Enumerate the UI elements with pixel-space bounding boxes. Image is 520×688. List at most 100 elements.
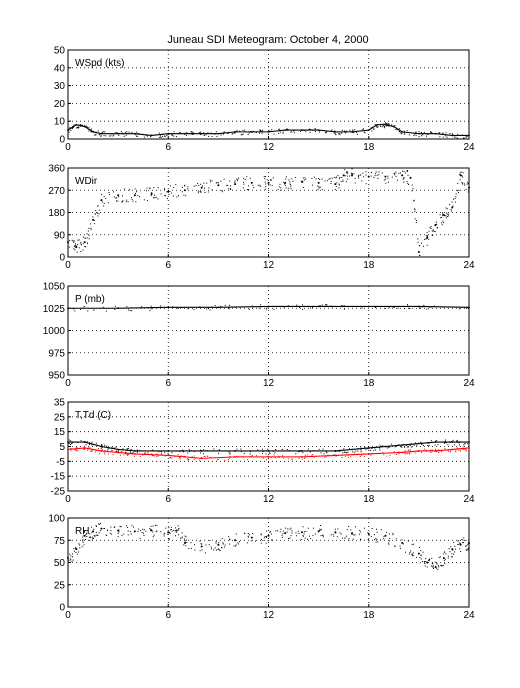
series-texture (172, 306, 174, 308)
series-texture (90, 228, 92, 230)
y-tick-label: 30 (54, 81, 66, 92)
series-texture (236, 130, 238, 132)
data-point (234, 130, 236, 133)
series-texture (127, 534, 129, 536)
series-texture (290, 131, 292, 133)
series-texture (251, 305, 253, 307)
series-texture (342, 179, 344, 181)
series-texture (105, 534, 107, 536)
series-texture (199, 452, 201, 454)
series-texture (183, 544, 185, 546)
series-texture (95, 524, 97, 526)
series-texture (333, 131, 335, 133)
data-point (117, 448, 120, 451)
series-texture (439, 214, 441, 216)
series-texture (75, 449, 77, 451)
series-texture (312, 129, 314, 131)
series-texture (215, 549, 217, 551)
series-texture (290, 188, 292, 190)
series-texture (452, 549, 454, 551)
series-texture (334, 130, 336, 132)
series-texture (239, 541, 241, 543)
series-texture (115, 451, 117, 453)
series-texture (447, 215, 449, 217)
series-texture (318, 187, 320, 189)
series-texture (240, 448, 242, 450)
series-texture (287, 458, 289, 460)
data-point (267, 450, 270, 452)
series-texture (136, 135, 138, 137)
series-texture (168, 532, 170, 534)
series-texture (401, 174, 403, 176)
series-texture (69, 553, 71, 555)
series-texture (80, 241, 82, 243)
series-texture (261, 453, 263, 455)
series-texture (173, 186, 175, 188)
series-texture (228, 188, 230, 190)
series-texture (442, 132, 444, 134)
series-texture (340, 181, 342, 183)
x-tick-label: 0 (65, 610, 71, 621)
series-texture (419, 245, 421, 247)
data-point (301, 450, 303, 452)
series-texture (82, 236, 84, 238)
series-texture (454, 198, 456, 200)
series-texture (221, 547, 223, 549)
series-texture (308, 129, 310, 131)
series-texture (104, 444, 106, 446)
series-texture (356, 133, 358, 135)
series-texture (71, 239, 73, 241)
series-texture (363, 131, 365, 133)
series-texture (360, 454, 362, 456)
series-texture (389, 446, 391, 448)
series-texture (286, 128, 288, 130)
series-texture (395, 175, 397, 177)
series-texture (168, 133, 170, 135)
x-tick-label: 18 (363, 378, 375, 389)
series-texture (107, 202, 109, 204)
series-texture (411, 555, 413, 557)
series-texture (228, 536, 230, 538)
series-texture (142, 454, 144, 456)
series-texture (375, 125, 377, 127)
series-texture (304, 454, 306, 456)
series-texture (441, 215, 443, 217)
series-texture (185, 545, 187, 547)
series-texture (166, 134, 168, 136)
y-tick-label: 180 (48, 208, 65, 219)
series-texture (338, 449, 340, 451)
series-texture (87, 310, 89, 312)
series-texture (393, 173, 395, 175)
data-point (133, 530, 136, 533)
series-texture (396, 454, 398, 456)
y-tick-label: 10 (54, 117, 66, 128)
series-texture (251, 454, 253, 456)
data-point (234, 455, 236, 458)
series-texture (205, 544, 207, 546)
series-texture (183, 538, 185, 540)
series-texture (416, 444, 418, 446)
series-texture (284, 184, 286, 186)
series-texture (385, 122, 387, 124)
data-point (150, 529, 153, 532)
data-point (417, 132, 420, 135)
series-texture (87, 447, 89, 449)
series-texture (121, 195, 123, 197)
series-texture (415, 134, 417, 136)
series-texture (449, 551, 451, 553)
series-texture (78, 127, 80, 129)
series-texture (90, 227, 92, 229)
series-texture (214, 547, 216, 549)
series-texture (434, 440, 436, 442)
series-texture (440, 451, 442, 453)
series-texture (181, 450, 183, 452)
series-texture (431, 234, 433, 236)
series-texture (170, 192, 172, 194)
series-texture (234, 181, 236, 183)
series-texture (383, 538, 385, 540)
series-texture (330, 181, 332, 183)
series-texture (400, 133, 402, 135)
series-texture (401, 446, 403, 448)
series-texture (240, 134, 242, 136)
series-texture (348, 538, 350, 540)
